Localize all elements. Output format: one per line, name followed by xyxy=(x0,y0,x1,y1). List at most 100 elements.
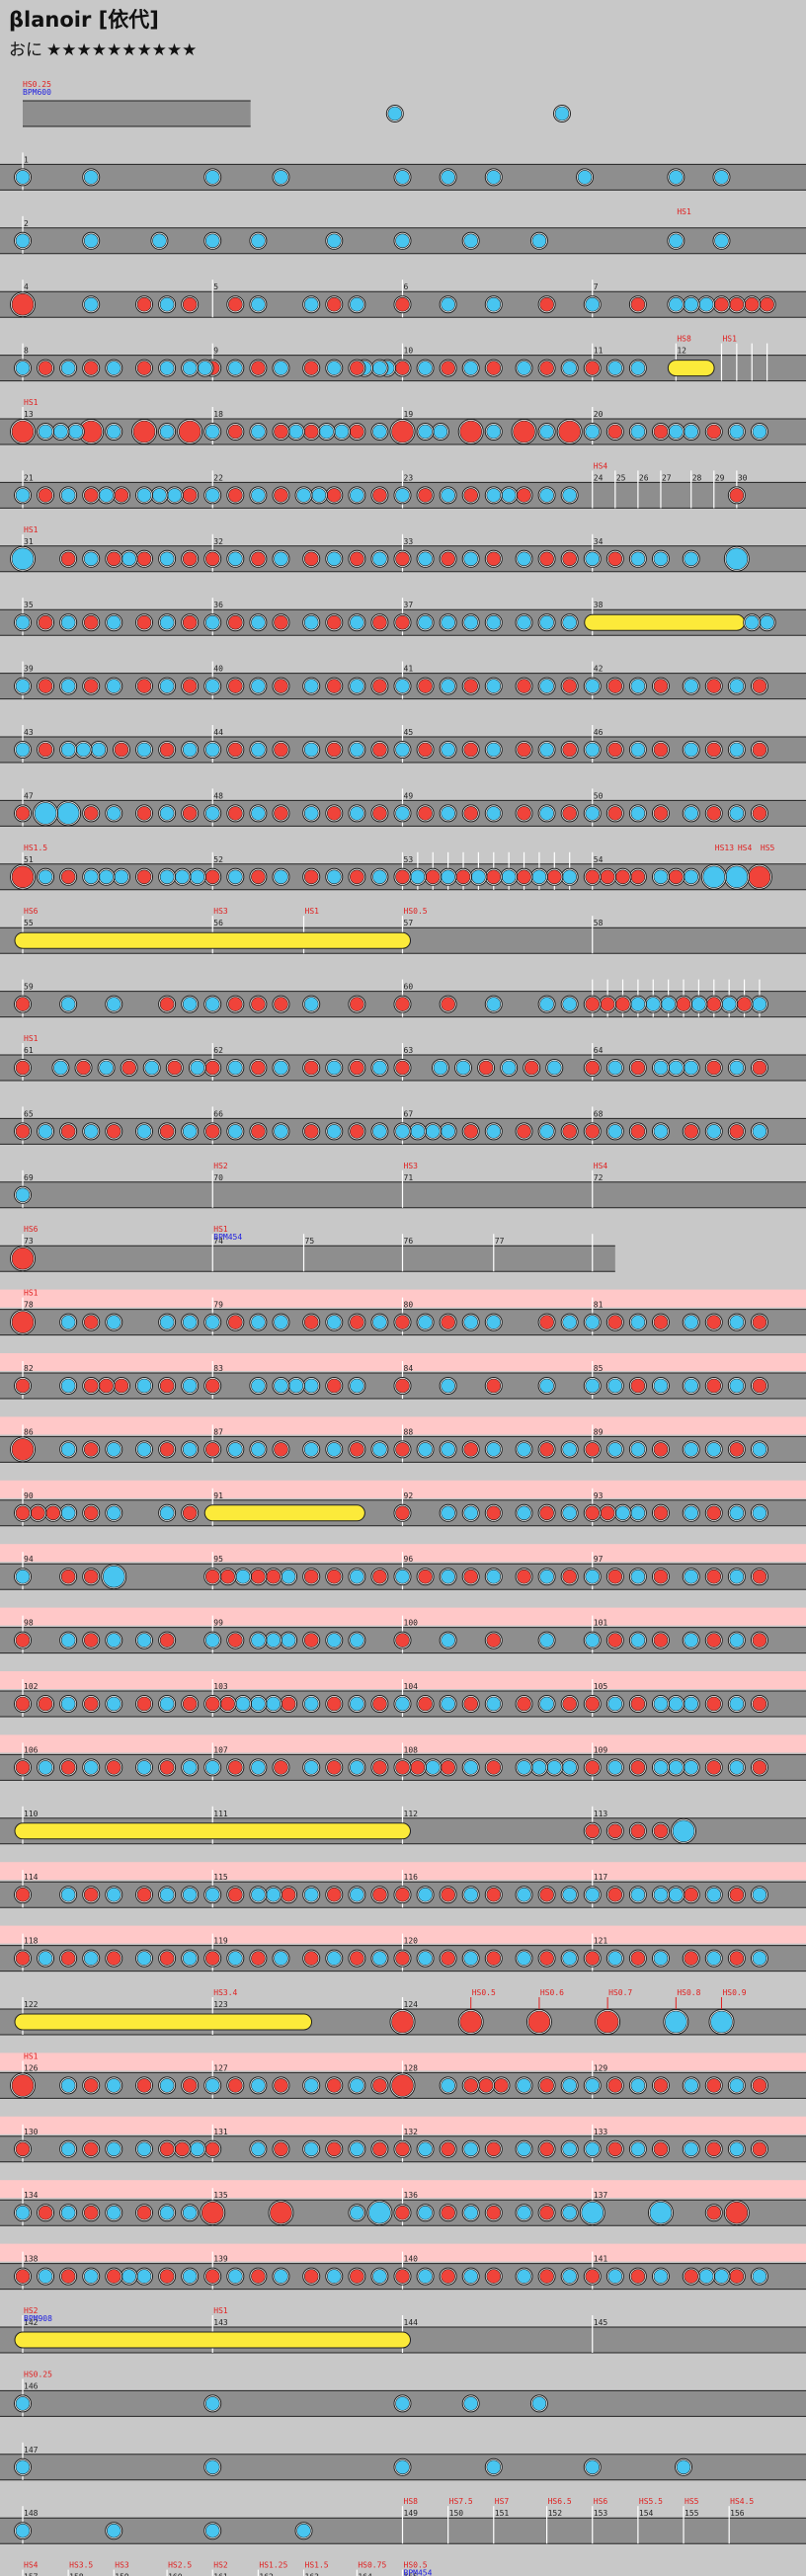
ka-note xyxy=(517,1760,531,1775)
bar-number: 141 xyxy=(594,2255,608,2264)
don-note xyxy=(167,1060,183,1076)
ka-note xyxy=(303,806,319,821)
don-note xyxy=(83,1887,99,1902)
ka-note xyxy=(334,424,350,440)
ka-note xyxy=(395,2459,410,2475)
ka-note xyxy=(303,614,319,630)
don-note xyxy=(395,614,410,630)
bar-number: 55 xyxy=(24,919,34,927)
scroll-change-label: HS4 xyxy=(738,844,753,852)
don-note xyxy=(228,1760,243,1775)
bar-number: 127 xyxy=(213,2063,228,2072)
ka-note xyxy=(251,1760,266,1775)
ka-note xyxy=(714,2269,729,2284)
ka-note xyxy=(228,1060,243,1076)
scroll-change-label: HS0.8 xyxy=(677,1988,700,1997)
don-note xyxy=(159,1442,175,1457)
bar-number: 144 xyxy=(404,2318,419,2327)
ka-note xyxy=(274,361,288,375)
bar-number: 96 xyxy=(404,1555,414,1564)
bar-number: 25 xyxy=(616,473,626,482)
bar-number: 116 xyxy=(404,1873,419,1882)
big-ka-note xyxy=(581,2201,604,2224)
ka-note xyxy=(251,742,266,758)
don-note xyxy=(281,1887,296,1902)
don-note xyxy=(517,488,531,503)
don-note xyxy=(653,1315,669,1329)
don-note xyxy=(38,1696,53,1712)
ka-note xyxy=(630,551,646,567)
ka-note xyxy=(53,424,68,440)
don-note xyxy=(60,1951,76,1966)
bar-number: 9 xyxy=(213,347,218,356)
don-note xyxy=(562,1569,577,1584)
scroll-change-label: HS1 xyxy=(213,1225,228,1234)
bar-number: 97 xyxy=(594,1555,604,1564)
ka-note xyxy=(350,2205,364,2220)
don-note xyxy=(752,1760,767,1775)
don-note xyxy=(99,1378,114,1394)
bar-number: 152 xyxy=(548,2509,563,2518)
song-title: βlanoir [依代] xyxy=(9,8,159,32)
bar-number: 126 xyxy=(24,2063,39,2072)
don-note xyxy=(706,2205,722,2220)
don-note xyxy=(607,1887,623,1902)
don-note xyxy=(350,1442,364,1457)
don-note xyxy=(706,1696,722,1712)
don-note xyxy=(228,424,243,440)
don-note xyxy=(83,806,99,821)
ka-note xyxy=(630,1315,646,1329)
ka-note xyxy=(395,806,410,821)
don-note xyxy=(630,869,646,885)
don-note xyxy=(539,1505,554,1521)
bar-number: 70 xyxy=(213,1173,223,1182)
don-note xyxy=(517,1124,531,1139)
scroll-change-label: HS1 xyxy=(24,525,39,534)
don-note xyxy=(752,1378,767,1394)
big-don-note xyxy=(178,420,202,443)
ka-note xyxy=(15,2205,31,2220)
don-note xyxy=(653,1823,669,1839)
ka-note xyxy=(562,1760,577,1775)
don-note xyxy=(441,997,455,1011)
don-note xyxy=(486,1378,502,1394)
ka-note xyxy=(441,1378,455,1394)
don-note xyxy=(607,2078,623,2093)
big-don-note xyxy=(391,420,414,443)
ka-note xyxy=(204,614,220,630)
ka-note xyxy=(729,1696,745,1712)
don-note xyxy=(121,1060,136,1076)
scroll-change-label: HS4.5 xyxy=(730,2497,754,2506)
bar-number: 23 xyxy=(404,473,414,482)
don-note xyxy=(486,1760,502,1775)
ka-note xyxy=(204,679,220,693)
big-don-note xyxy=(11,1247,35,1270)
ka-note xyxy=(463,1760,479,1775)
ka-note xyxy=(441,1124,455,1139)
ka-note xyxy=(463,233,479,249)
don-note xyxy=(418,806,433,821)
ka-note xyxy=(486,1569,502,1584)
don-note xyxy=(562,679,577,693)
don-note xyxy=(729,1124,745,1139)
bar-number: 148 xyxy=(24,2509,39,2518)
ka-note xyxy=(106,1696,121,1712)
ka-note xyxy=(159,1505,175,1521)
ka-note xyxy=(204,1633,220,1648)
bar-number: 1 xyxy=(24,155,29,164)
ka-note xyxy=(653,1760,669,1775)
scroll-change-label: HS3 xyxy=(115,2561,129,2570)
ka-note xyxy=(38,869,53,885)
ka-note xyxy=(441,614,455,630)
ka-note xyxy=(418,2205,433,2220)
ka-note xyxy=(752,1951,767,1966)
scroll-change-label: HS8 xyxy=(404,2497,419,2506)
ka-note xyxy=(204,2078,220,2093)
scroll-change-label: HS1.5 xyxy=(24,844,47,852)
ka-note xyxy=(539,614,554,630)
don-note xyxy=(15,997,31,1011)
don-note xyxy=(653,1569,669,1584)
ka-note xyxy=(167,488,183,503)
ka-note xyxy=(395,1696,410,1712)
ka-note xyxy=(706,1124,722,1139)
